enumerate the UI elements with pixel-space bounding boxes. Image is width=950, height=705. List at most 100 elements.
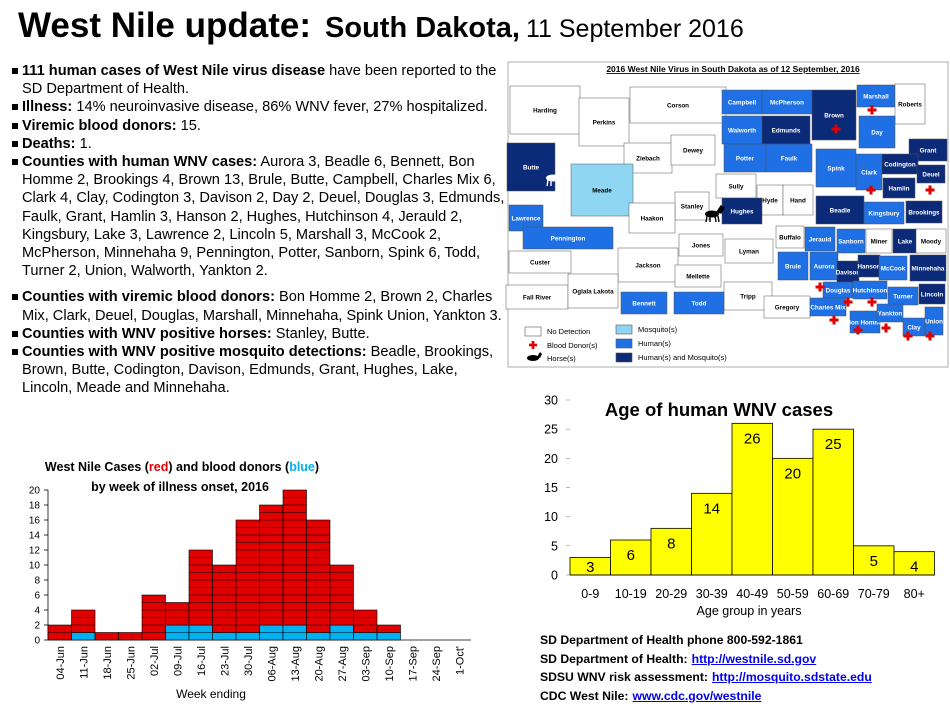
title-part: ) [315,460,319,474]
county-label: Clark [861,170,877,177]
county-label: Gregory [775,305,800,312]
county-label: Turner [893,294,913,301]
bar-segment [213,633,237,641]
county-label: Bennett [632,301,656,308]
y-tick-label: 14 [29,531,41,542]
x-tick-label: 10-19 [615,587,647,601]
legend-label: Human(s) and Mosquito(s) [638,353,727,362]
x-axis-label: Week ending [176,687,246,701]
county-label: Miner [871,239,888,246]
county-label: Moody [921,239,942,246]
county-label: Lincoln [921,292,944,299]
county-label: Pennington [551,236,586,243]
donor-cross [907,332,910,341]
county-label: Hanson [857,264,880,271]
legend-swatch [616,339,632,348]
bar-segment [119,633,143,641]
x-tick-label: 16-Jul [196,646,208,676]
donor-cross [871,298,874,307]
chart-title: West Nile Cases (red) and blood donors (… [45,460,319,474]
y-tick-label: 2 [34,621,40,632]
donor-cross [929,186,932,195]
county-label: Deuel [922,172,939,179]
x-tick-label: 04-Jun [55,646,67,680]
title-part: ) and blood donors ( [168,460,290,474]
bar-value-label: 4 [910,559,918,576]
chart-subtitle: by week of illness onset, 2016 [91,480,269,494]
x-tick-label: 06-Aug [266,646,278,681]
county-label: Lake [898,239,913,246]
donor-cross [929,332,932,341]
y-tick-label: 15 [544,481,558,495]
y-tick-label: 30 [544,394,558,408]
county-label: Corson [667,103,689,110]
bar-segment [72,633,96,641]
county-label: Davison [836,270,861,277]
y-tick-label: 0 [34,636,40,647]
legend-swatch [616,325,632,334]
x-tick-label: 09-Jul [172,646,184,676]
county-label: Hutchinson [853,288,888,295]
county-label: Clay [907,325,921,332]
x-tick-label: 0-9 [581,587,599,601]
bar-segment [307,633,331,641]
title-part: blue [289,460,315,474]
county-label: Dewey [683,148,703,155]
x-tick-label: 27-Aug [337,646,349,681]
bar-segment [377,625,401,633]
x-tick-label: 30-39 [696,587,728,601]
donor-cross [833,316,836,325]
donor-cross [819,283,822,292]
county-label: Perkins [593,120,616,127]
y-tick-label: 6 [34,591,40,602]
x-tick-label: 17-Sep [407,646,419,681]
x-tick-label: 25-Jun [125,646,137,680]
county-label: Campbell [728,100,757,107]
bar-value-label: 6 [627,547,635,564]
county-label: Potter [736,156,755,163]
county-label: Hamlin [889,186,910,193]
x-axis-label: Age group in years [697,604,802,618]
legend-swatch [616,353,632,362]
county-label: Hand [790,198,806,205]
donor-cross [857,326,860,335]
bar-segment [166,603,190,626]
county-label: Minnehaha [912,266,945,273]
y-tick-label: 10 [544,510,558,524]
county-label: Sully [728,184,744,191]
county-label: Jerauld [809,237,832,244]
county-label: Union [925,319,943,326]
bar-value-label: 26 [744,430,761,447]
legend-swatch [525,327,541,336]
chart-title: Age of human WNV cases [605,399,833,420]
y-tick-label: 25 [544,423,558,437]
county-label: Grant [920,148,938,155]
bar-segment [72,610,96,633]
legend-label: Mosquito(s) [638,325,678,334]
county-label: Kingsbury [868,211,900,218]
y-tick-label: 16 [29,516,41,527]
y-tick-label: 4 [34,606,40,617]
donor-cross [871,106,874,115]
county-label: Jackson [635,263,660,270]
x-tick-label: 20-Aug [313,646,325,681]
county-label: Marshall [863,94,889,101]
bar-value-label: 14 [703,500,720,517]
y-tick-label: 20 [29,486,41,497]
horse-icon [527,355,539,361]
county-label: Aurora [814,264,835,271]
county-label: Walworth [728,128,756,135]
county-label: Fall River [523,295,552,302]
x-tick-label: 24-Sep [431,646,443,681]
x-tick-label: 03-Sep [360,646,372,681]
y-tick-label: 5 [551,539,558,553]
county-label: Faulk [781,156,798,163]
county-label: Mellette [686,274,710,281]
donor-cross [870,186,873,195]
x-tick-label: 11-Jun [78,646,90,679]
bar-segment [213,565,237,633]
title-part: West Nile Cases ( [45,460,150,474]
county-label: Brown [824,113,844,120]
bar-segment [307,520,331,633]
